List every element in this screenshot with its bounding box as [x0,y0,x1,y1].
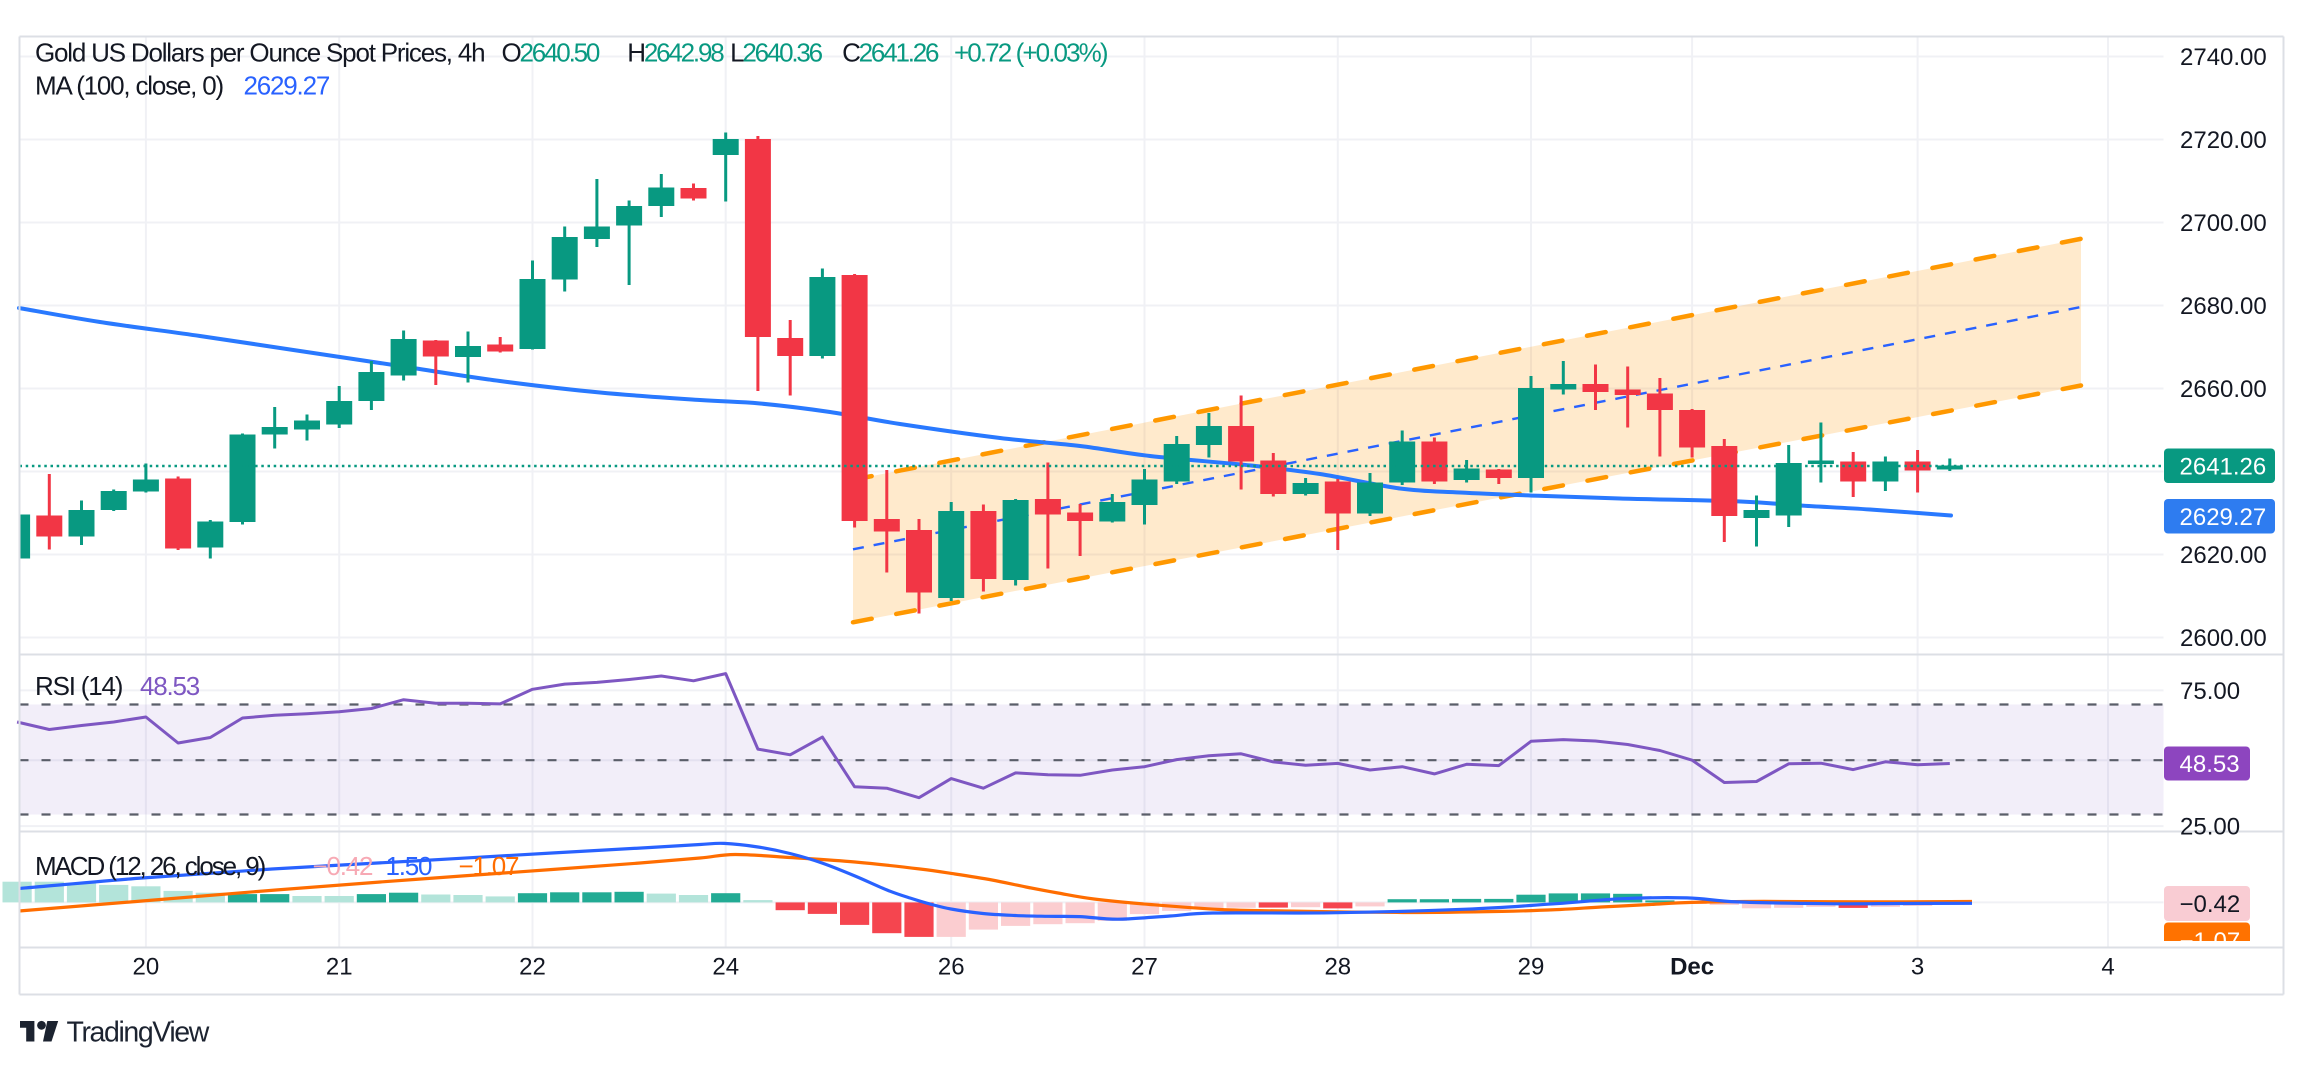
svg-text:MACD (12, 26, close, 9): MACD (12, 26, close, 9) [35,851,266,881]
svg-text:TradingView: TradingView [67,1017,210,1049]
svg-text:4: 4 [2101,954,2114,981]
svg-text:2680.00: 2680.00 [2180,293,2267,320]
svg-text:2720.00: 2720.00 [2180,127,2267,154]
svg-text:28: 28 [1324,954,1351,981]
svg-text:−1.07: −1.07 [2180,928,2241,955]
svg-text:C2641.26: C2641.26 [842,38,939,68]
svg-text:+0.72 (+0.03%): +0.72 (+0.03%) [954,38,1108,68]
svg-text:2641.26: 2641.26 [2180,453,2267,480]
svg-text:48.53: 48.53 [140,671,200,701]
svg-text:21: 21 [326,954,353,981]
svg-text:2700.00: 2700.00 [2180,210,2267,237]
svg-text:2600.00: 2600.00 [2180,625,2267,652]
svg-text:1.50: 1.50 [386,851,433,881]
svg-text:25.00: 25.00 [2180,814,2240,841]
svg-text:29: 29 [1518,954,1545,981]
svg-text:2740.00: 2740.00 [2180,44,2267,71]
svg-text:2660.00: 2660.00 [2180,376,2267,403]
svg-text:22: 22 [519,954,546,981]
svg-text:−0.42: −0.42 [313,851,374,881]
svg-text:H2642.98: H2642.98 [627,38,724,68]
svg-text:75.00: 75.00 [2180,678,2240,705]
svg-text:−0.42: −0.42 [2180,891,2241,918]
svg-text:−1.07: −1.07 [459,851,520,881]
svg-text:26: 26 [938,954,965,981]
svg-text:L2640.36: L2640.36 [730,38,823,68]
svg-text:Gold US Dollars per Ounce Spot: Gold US Dollars per Ounce Spot Prices, 4… [35,38,484,68]
svg-text:27: 27 [1131,954,1158,981]
svg-text:Dec: Dec [1670,954,1714,981]
svg-text:20: 20 [133,954,160,981]
svg-text:2629.27: 2629.27 [244,71,330,101]
svg-text:MA (100, close, 0): MA (100, close, 0) [35,71,223,101]
svg-text:3: 3 [1911,954,1924,981]
svg-text:2629.27: 2629.27 [2180,504,2267,531]
svg-text:48.53: 48.53 [2180,751,2240,778]
svg-text:24: 24 [712,954,739,981]
svg-text:RSI (14): RSI (14) [35,671,123,701]
svg-text:O2640.50: O2640.50 [502,38,600,68]
svg-text:2620.00: 2620.00 [2180,542,2267,569]
